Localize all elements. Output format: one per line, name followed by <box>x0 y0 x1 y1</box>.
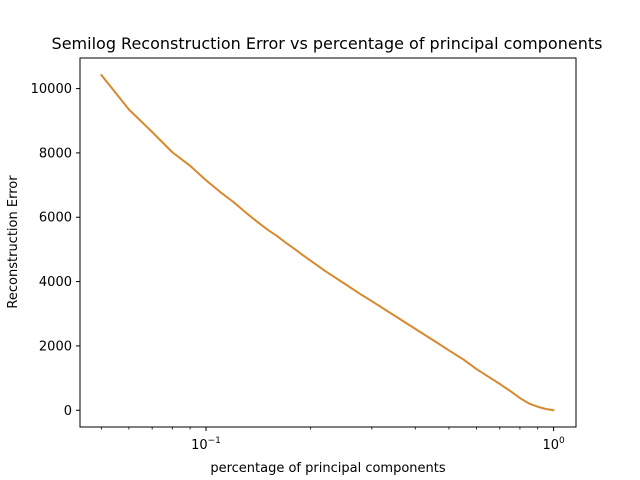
y-tick-label: 10000 <box>31 82 72 97</box>
y-axis-label: Reconstruction Error <box>6 175 21 309</box>
y-tick-label: 2000 <box>39 339 72 354</box>
chart-title: Semilog Reconstruction Error vs percenta… <box>52 34 603 53</box>
y-tick-label: 4000 <box>39 275 72 290</box>
series-layer <box>100 74 555 412</box>
y-tick-label: 0 <box>64 404 72 419</box>
plot-area <box>79 57 577 428</box>
y-tick-label: 6000 <box>39 211 72 226</box>
x-axis-label: percentage of principal components <box>210 461 446 476</box>
x-axis: 10−1 100 <box>100 427 565 453</box>
y-axis: 0 2000 4000 6000 8000 10000 <box>31 82 80 419</box>
x-tick-label: 10−1 <box>191 436 221 453</box>
y-tick-label: 8000 <box>39 146 72 161</box>
series-line-0 <box>100 74 555 412</box>
x-tick-label: 100 <box>542 436 565 453</box>
